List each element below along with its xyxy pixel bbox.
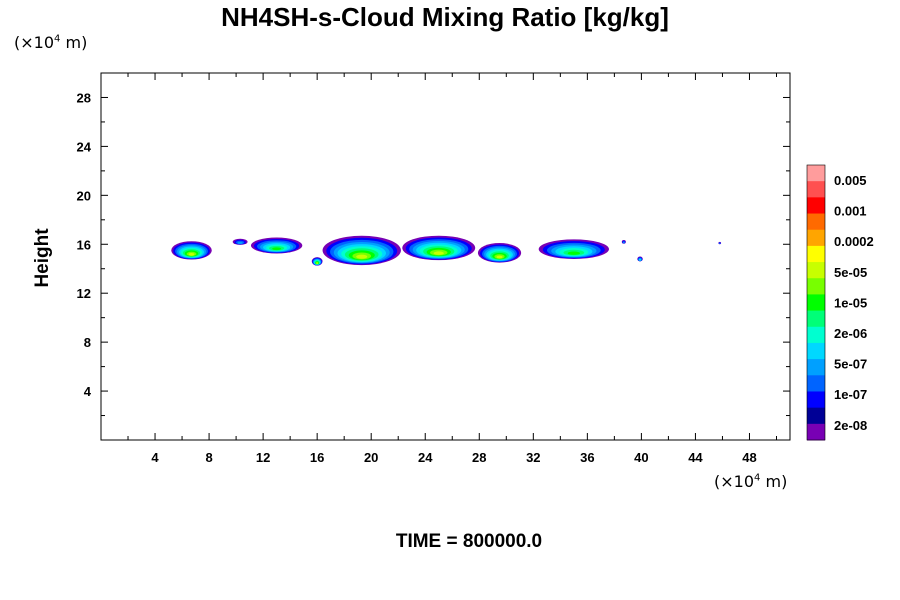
time-footer: TIME = 800000.0 bbox=[395, 531, 543, 552]
x-tick-label: 28 bbox=[472, 450, 486, 465]
cloud-contour bbox=[567, 251, 581, 255]
cloud-blob bbox=[621, 239, 626, 244]
colorbar-label: 1e-05 bbox=[834, 295, 867, 310]
x-tick-label: 24 bbox=[418, 450, 433, 465]
x-tick-label: 36 bbox=[580, 450, 594, 465]
x-tick-label: 8 bbox=[205, 450, 212, 465]
y-axis-unit: (×104 m) bbox=[14, 33, 88, 52]
cloud-blob bbox=[477, 243, 522, 263]
y-tick-label: 8 bbox=[84, 335, 91, 350]
colorbar-swatch bbox=[807, 165, 825, 182]
cloud-contour bbox=[237, 241, 243, 244]
x-axis-unit: (×104 m) bbox=[714, 472, 788, 491]
cloud-blob bbox=[538, 239, 609, 259]
colorbar-frame bbox=[806, 164, 826, 441]
cloud-contour bbox=[718, 242, 721, 244]
y-tick-label: 12 bbox=[77, 286, 91, 301]
cloud-contour bbox=[272, 247, 282, 251]
cloud-blob bbox=[637, 256, 643, 262]
colorbar-label: 5e-07 bbox=[834, 357, 867, 372]
x-tick-label: 32 bbox=[526, 450, 540, 465]
y-tick-label: 20 bbox=[77, 188, 91, 203]
colorbar-label: 0.0002 bbox=[834, 234, 874, 249]
colorbar-label: 0.001 bbox=[834, 204, 867, 219]
colorbar-swatch bbox=[807, 294, 825, 312]
colorbar-swatch bbox=[807, 181, 825, 198]
colorbar-swatch bbox=[807, 359, 825, 376]
colorbar-swatch bbox=[807, 375, 825, 392]
colorbar-label: 5e-05 bbox=[834, 265, 867, 280]
cloud-contour bbox=[433, 251, 444, 255]
x-tick-label: 44 bbox=[688, 450, 703, 465]
colorbar-swatch bbox=[807, 213, 825, 231]
colorbar-label: 2e-08 bbox=[834, 418, 867, 433]
cloud-blob bbox=[250, 237, 303, 254]
y-tick-label: 28 bbox=[77, 90, 91, 105]
cloud-contour bbox=[316, 262, 318, 264]
x-tick-label: 12 bbox=[256, 450, 270, 465]
cloud-contour bbox=[188, 253, 195, 256]
cloud-contour bbox=[623, 241, 625, 244]
x-tick-label: 16 bbox=[310, 450, 324, 465]
colorbar-swatch bbox=[807, 423, 825, 441]
x-tick-label: 4 bbox=[151, 450, 159, 465]
x-tick-label: 48 bbox=[742, 450, 756, 465]
cloud-contour bbox=[496, 255, 503, 259]
cloud-blob bbox=[311, 257, 323, 266]
cloud-blob bbox=[322, 235, 401, 266]
cloud-contour bbox=[356, 254, 368, 259]
x-tick-label: 20 bbox=[364, 450, 378, 465]
colorbar: 0.005 0.001 0.0002 5e-05 1e-05 2e-06 5e-07 1e-0… bbox=[806, 164, 874, 441]
cloud-blob bbox=[232, 238, 248, 245]
colorbar-swatch bbox=[807, 342, 825, 360]
colorbar-swatch bbox=[807, 197, 825, 215]
colorbar-swatch bbox=[807, 310, 825, 328]
cloud-blob bbox=[718, 241, 722, 245]
colorbar-swatch bbox=[807, 229, 825, 247]
y-tick-label: 4 bbox=[84, 384, 92, 399]
x-tick-label: 40 bbox=[634, 450, 648, 465]
plot-frame bbox=[100, 72, 791, 441]
cloud-field bbox=[171, 235, 722, 266]
y-tick-label: 24 bbox=[77, 139, 92, 154]
colorbar-swatch bbox=[807, 407, 825, 425]
colorbar-label: 2e-06 bbox=[834, 326, 867, 341]
colorbar-label: 0.005 bbox=[834, 173, 867, 188]
cloud-blob bbox=[402, 235, 476, 261]
colorbar-label: 1e-07 bbox=[834, 387, 867, 402]
cloud-contour bbox=[639, 259, 641, 261]
colorbar-swatch bbox=[807, 326, 825, 344]
chart-title: NH4SH-s-Cloud Mixing Ratio [kg/kg] bbox=[221, 2, 669, 32]
colorbar-swatch bbox=[807, 245, 825, 263]
y-tick-label: 16 bbox=[77, 237, 91, 252]
colorbar-swatch bbox=[807, 262, 825, 279]
colorbar-swatch bbox=[807, 391, 825, 409]
cloud-blob bbox=[171, 241, 212, 260]
colorbar-swatch bbox=[807, 278, 825, 295]
